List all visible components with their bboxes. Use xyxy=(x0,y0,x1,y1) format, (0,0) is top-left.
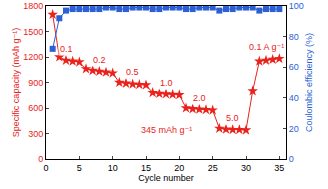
svg-text:35: 35 xyxy=(274,163,284,173)
svg-text:1500: 1500 xyxy=(23,27,43,37)
svg-text:20: 20 xyxy=(174,163,184,173)
svg-text:Specific capacity (mAh g⁻¹): Specific capacity (mAh g⁻¹) xyxy=(11,28,21,137)
svg-text:2.0: 2.0 xyxy=(193,93,206,103)
svg-text:600: 600 xyxy=(28,103,43,113)
svg-text:25: 25 xyxy=(208,163,218,173)
svg-text:20: 20 xyxy=(289,124,299,134)
svg-text:1.0: 1.0 xyxy=(160,78,173,88)
svg-text:40: 40 xyxy=(289,93,299,103)
svg-text:60: 60 xyxy=(289,62,299,72)
svg-text:5: 5 xyxy=(77,163,82,173)
svg-text:Cycle number: Cycle number xyxy=(138,173,194,183)
svg-text:0.2: 0.2 xyxy=(93,55,106,65)
svg-text:0: 0 xyxy=(289,154,294,164)
svg-text:80: 80 xyxy=(289,32,299,42)
svg-text:10: 10 xyxy=(108,163,118,173)
svg-text:30: 30 xyxy=(241,163,251,173)
svg-text:Coulombic efficiency (%): Coulombic efficiency (%) xyxy=(304,33,314,132)
svg-text:0.5: 0.5 xyxy=(126,67,139,77)
svg-text:15: 15 xyxy=(141,163,151,173)
svg-text:300: 300 xyxy=(28,129,43,139)
svg-text:900: 900 xyxy=(28,78,43,88)
svg-text:0.1 A g⁻¹: 0.1 A g⁻¹ xyxy=(249,42,284,52)
svg-text:0: 0 xyxy=(43,163,48,173)
svg-text:1800: 1800 xyxy=(23,1,43,11)
svg-text:0: 0 xyxy=(38,154,43,164)
svg-text:100: 100 xyxy=(289,1,304,11)
svg-text:1200: 1200 xyxy=(23,52,43,62)
svg-text:5.0: 5.0 xyxy=(226,113,239,123)
svg-text:0.1: 0.1 xyxy=(60,44,73,54)
svg-text:345 mAh g⁻¹: 345 mAh g⁻¹ xyxy=(141,125,192,135)
